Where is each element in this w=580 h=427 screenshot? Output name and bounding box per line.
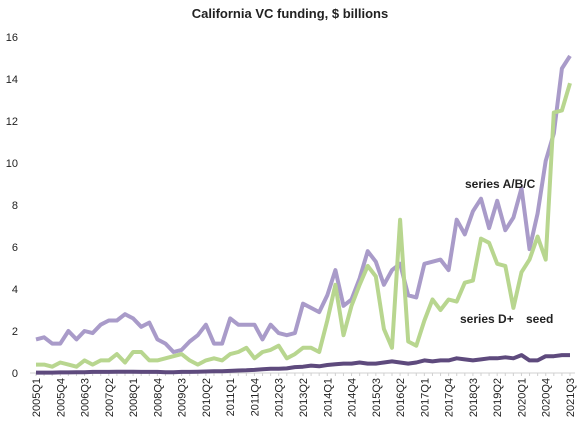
x-tick-label: 2014Q1	[322, 378, 334, 417]
x-tick-label: 2007Q2	[104, 378, 116, 417]
x-tick-label: 2015Q3	[371, 378, 383, 417]
x-tick-label: 2006Q3	[80, 378, 92, 417]
x-tick-label: 2008Q1	[128, 378, 140, 417]
x-tick-label: 2021Q3	[565, 378, 577, 417]
series-label: seed	[526, 312, 553, 326]
x-tick-label: 2017Q1	[419, 378, 431, 417]
x-tick-label: 2017Q4	[444, 378, 456, 417]
x-tick-label: 2008Q4	[152, 378, 164, 417]
x-tick-label: 2005Q4	[55, 378, 67, 417]
series-label: series D+	[460, 312, 514, 326]
x-tick-label: 2009Q3	[177, 378, 189, 417]
series-line	[36, 82, 572, 369]
x-tick-label: 2012Q3	[274, 378, 286, 417]
y-tick-label: 8	[12, 200, 18, 212]
x-tick-label: 2020Q4	[541, 378, 553, 417]
x-tick-label: 2005Q1	[31, 378, 43, 417]
y-tick-label: 2	[12, 326, 18, 338]
x-tick-label: 2011Q4	[249, 378, 261, 416]
x-tick-label: 2013Q2	[298, 378, 310, 417]
x-tick-label: 2011Q1	[225, 378, 237, 416]
x-tick-label: 2020Q1	[516, 378, 528, 417]
series-line	[35, 54, 572, 354]
y-tick-label: 12	[6, 116, 18, 128]
series-label: series A/B/C	[465, 177, 536, 191]
x-tick-label: 2014Q4	[347, 378, 359, 417]
y-tick-label: 10	[6, 158, 18, 170]
x-tick-label: 2016Q2	[395, 378, 407, 417]
series-line	[36, 353, 570, 375]
x-tick-label: 2010Q2	[201, 378, 213, 417]
y-tick-label: 14	[6, 74, 18, 86]
y-tick-label: 16	[6, 32, 18, 44]
x-tick-label: 2019Q2	[492, 378, 504, 417]
y-tick-label: 4	[12, 284, 18, 296]
y-tick-label: 0	[12, 368, 18, 380]
x-tick-label: 2018Q3	[468, 378, 480, 417]
chart-title: California VC funding, $ billions	[192, 6, 388, 21]
y-tick-label: 6	[12, 242, 18, 254]
